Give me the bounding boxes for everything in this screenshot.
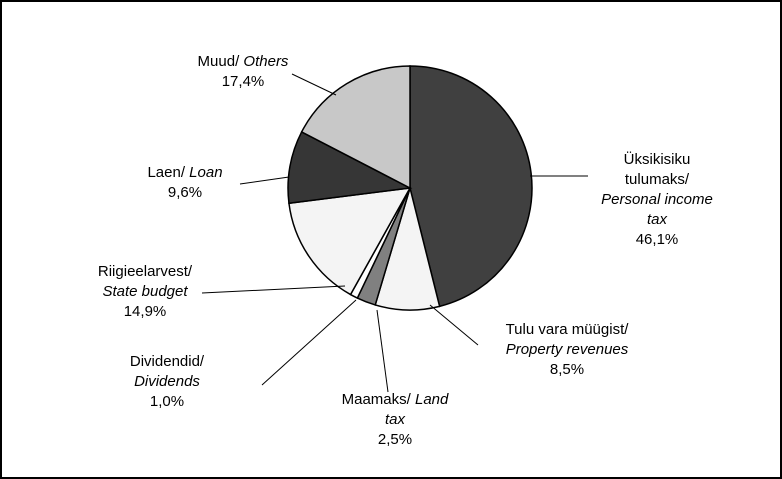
pie-slice <box>288 187 412 296</box>
leader-line <box>429 304 479 346</box>
label-en: State budget <box>102 283 188 300</box>
label-en: Others <box>243 53 289 70</box>
slice-label: Üksikisiku tulumaks/ Personal income tax… <box>596 150 718 250</box>
value-label: 2,5% <box>377 431 413 448</box>
slice-label: Riigieelarvest/ State budget 14,9% <box>86 262 204 322</box>
label-et: Riigieelarvest/ <box>97 263 193 280</box>
pie-slice <box>409 65 533 308</box>
leader-line <box>291 73 337 96</box>
value-label: 46,1% <box>635 231 679 248</box>
label-et: Maamaks/ <box>341 391 411 408</box>
slice-label: Dividendid/ Dividends 1,0% <box>120 352 215 412</box>
label-en: Land tax <box>384 391 449 428</box>
label-en: Dividends <box>134 373 200 390</box>
label-et: Tulu vara müügist/ <box>505 321 629 338</box>
label-en: Property revenues <box>505 341 629 358</box>
label-et: Laen/ <box>147 164 185 181</box>
label-et: Üksikisiku tulumaks/ <box>623 151 691 188</box>
value-label: 17,4% <box>221 73 265 90</box>
slice-label: Tulu vara müügist/ Property revenues 8,5% <box>501 320 633 380</box>
leader-line <box>261 299 357 386</box>
leader-line <box>201 285 346 294</box>
value-label: 8,5% <box>549 361 585 378</box>
label-en: Personal income tax <box>601 191 713 228</box>
label-en: Loan <box>189 164 223 181</box>
leader-line <box>239 176 290 185</box>
value-label: 1,0% <box>149 393 185 410</box>
value-label: 9,6% <box>167 184 203 201</box>
pie-slice <box>300 65 411 190</box>
label-et: Dividendid/ <box>129 353 205 370</box>
label-et: Muud/ <box>197 53 240 70</box>
slice-label: Muud/ Others 17,4% <box>178 52 308 92</box>
slice-label: Laen/ Loan 9,6% <box>130 163 240 203</box>
value-label: 14,9% <box>123 303 167 320</box>
slice-label: Maamaks/ Land tax 2,5% <box>339 390 451 450</box>
leader-line <box>376 309 389 393</box>
